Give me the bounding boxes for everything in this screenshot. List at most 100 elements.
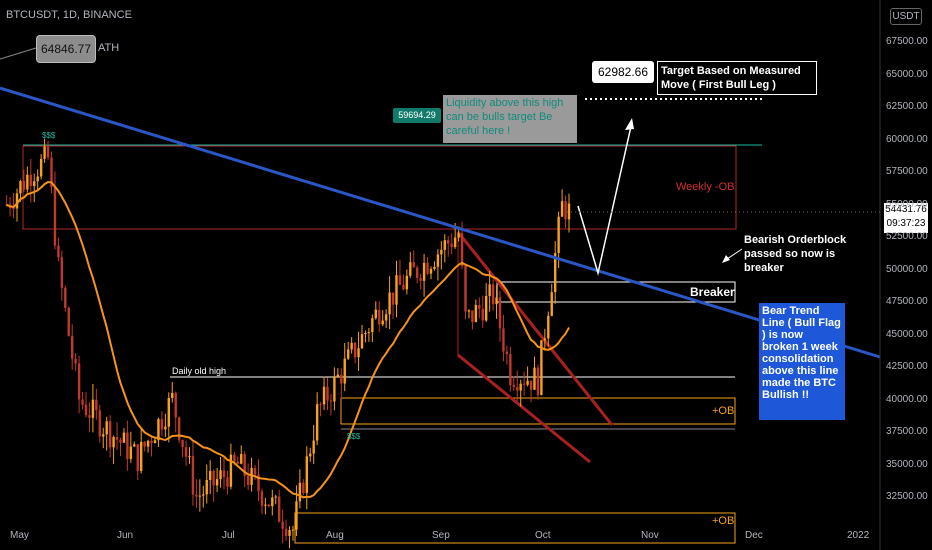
candle-body: [26, 174, 29, 190]
bearish-orderblock-note: Bearish Orderblock passed so now is brea…: [744, 234, 847, 274]
currency-badge[interactable]: USDT: [890, 8, 922, 25]
candle-body: [250, 467, 253, 485]
candle-body: [19, 181, 22, 194]
candle-body: [281, 521, 284, 529]
candle-body: [22, 181, 26, 190]
liquidity-marker-top: $$$: [42, 131, 56, 140]
y-tick-label: 52500.00: [886, 231, 928, 242]
x-tick-label: Jun: [117, 530, 134, 541]
liquidity-marker-bottom: $$$: [347, 432, 361, 441]
candle-body: [98, 410, 101, 437]
candle-body: [15, 193, 19, 209]
candle-body: [160, 419, 164, 430]
candle-body: [326, 386, 329, 401]
candle-body: [264, 504, 267, 506]
current-price-badge: 54431.76 09:37:23: [884, 203, 928, 233]
candle-body: [136, 444, 139, 471]
candle-body: [291, 529, 295, 531]
candle-body: [412, 262, 415, 268]
candle-body: [53, 187, 57, 246]
flag-channel-upper: [456, 231, 614, 426]
candle-body: [371, 318, 374, 333]
candle-body: [60, 257, 64, 288]
candle-body: [257, 474, 260, 492]
candle-body: [426, 262, 429, 274]
candle-body: [526, 380, 529, 385]
candle-body: [253, 467, 257, 475]
candle-body: [346, 349, 350, 359]
candle-body: [512, 385, 515, 388]
y-tick-label: 65000.00: [886, 68, 928, 80]
y-tick-label: 32500.00: [886, 491, 928, 502]
candle-body: [312, 440, 315, 454]
x-tick-label: Aug: [326, 530, 344, 541]
candle-body: [198, 495, 202, 497]
candle-body: [419, 277, 422, 281]
candle-body: [536, 367, 540, 395]
ticker-label: BTCUSDT, 1D, BINANCE: [6, 9, 132, 21]
candle-body: [29, 174, 32, 187]
candle-body: [202, 494, 205, 496]
candle-body: [171, 392, 174, 399]
candle-body: [488, 284, 491, 296]
candle-body: [384, 314, 388, 321]
candle-body: [409, 262, 412, 276]
y-tick-label: 40000.00: [886, 393, 928, 405]
candle-body: [340, 374, 343, 384]
ob-upper-label: +OB: [712, 405, 735, 417]
candle-body: [208, 470, 212, 480]
candle-body: [219, 470, 222, 480]
candle-body: [381, 320, 384, 325]
candle-body: [240, 454, 243, 464]
candle-body: [119, 439, 122, 443]
candle-body: [115, 437, 119, 440]
candle-body: [516, 387, 519, 391]
candle-body: [84, 404, 88, 416]
candle-body: [295, 501, 298, 530]
ath-pointer-line: [0, 47, 37, 60]
candle-body: [174, 392, 177, 418]
flag-channel-lower: [457, 353, 591, 464]
x-tick-label: Sep: [432, 530, 450, 541]
candle-body: [440, 249, 443, 255]
candle-body: [540, 340, 543, 395]
candle-body: [467, 310, 471, 312]
candle-body: [146, 440, 150, 447]
candle-body: [50, 157, 53, 188]
ob-zone-lower: [294, 512, 736, 544]
candle-body: [167, 398, 170, 427]
candle-body: [367, 332, 371, 334]
candle-body: [429, 268, 433, 274]
candle-body: [405, 275, 409, 290]
moving-average-line: [6, 180, 570, 499]
candle-body: [95, 399, 98, 411]
candle-body: [450, 243, 453, 248]
candle-body: [498, 297, 502, 329]
candle-body: [139, 441, 143, 471]
bear-trend-note: Bear Trend Line ( Bull Flag ) is now bro…: [759, 303, 845, 420]
candle-body: [153, 440, 157, 444]
candle-body: [398, 275, 402, 285]
y-tick-label: 45000.00: [886, 328, 928, 340]
x-tick-label: 2022: [847, 530, 870, 541]
liquidity-note: Liquidity above this high can be bulls t…: [443, 95, 577, 143]
x-tick-label: Oct: [535, 530, 551, 541]
candle-body: [191, 456, 195, 495]
candle-body: [164, 426, 167, 430]
candle-body: [395, 275, 398, 305]
x-tick-label: Jul: [222, 530, 235, 541]
candle-body: [157, 419, 160, 441]
candle-body: [471, 310, 474, 322]
current-price-value: 54431.76: [885, 204, 927, 215]
candle-body: [336, 374, 340, 377]
candle-body: [229, 454, 233, 487]
candle-body: [150, 440, 153, 444]
candle-body: [122, 432, 126, 443]
y-tick-label: 60000.00: [886, 133, 928, 145]
candle-body: [64, 287, 67, 308]
candle-body: [350, 342, 353, 350]
candle-body: [436, 254, 440, 267]
y-tick-label: 55000.00: [886, 198, 928, 210]
